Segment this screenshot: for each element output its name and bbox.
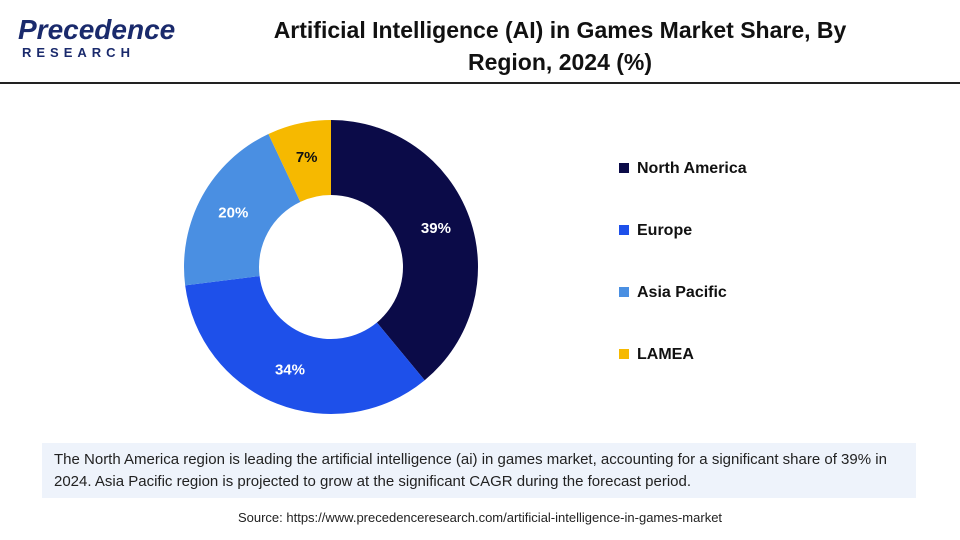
header-rule — [0, 82, 960, 84]
legend-marker — [619, 349, 629, 359]
legend-label: Asia Pacific — [637, 284, 727, 301]
chart: 39% North America 34% Europe 20% Asia Pacific… — [183, 120, 747, 414]
legend-label: LAMEA — [637, 346, 694, 363]
legend-label: North America — [637, 160, 747, 177]
chart-title: Artificial Intelligence (AI) in Games Ma… — [273, 17, 847, 75]
data-label: 34% — [275, 362, 305, 379]
logo-tagline: RESEARCH — [22, 45, 135, 60]
donut-segment — [268, 120, 331, 202]
donut-segment — [331, 120, 478, 381]
legend-marker — [619, 287, 629, 297]
data-label: 7% — [296, 149, 318, 166]
donut-segment — [183, 133, 301, 286]
legend-label: Europe — [637, 222, 692, 239]
legend-marker — [619, 163, 629, 173]
data-label: 20% — [218, 204, 248, 221]
description: The North America region is leading the … — [42, 443, 916, 498]
logo-name: Precedence — [18, 14, 176, 45]
donut-segment — [185, 276, 425, 414]
data-label: 39% — [421, 220, 451, 237]
source: Source: https://www.precedenceresearch.c… — [237, 510, 723, 525]
legend-marker — [619, 225, 629, 235]
